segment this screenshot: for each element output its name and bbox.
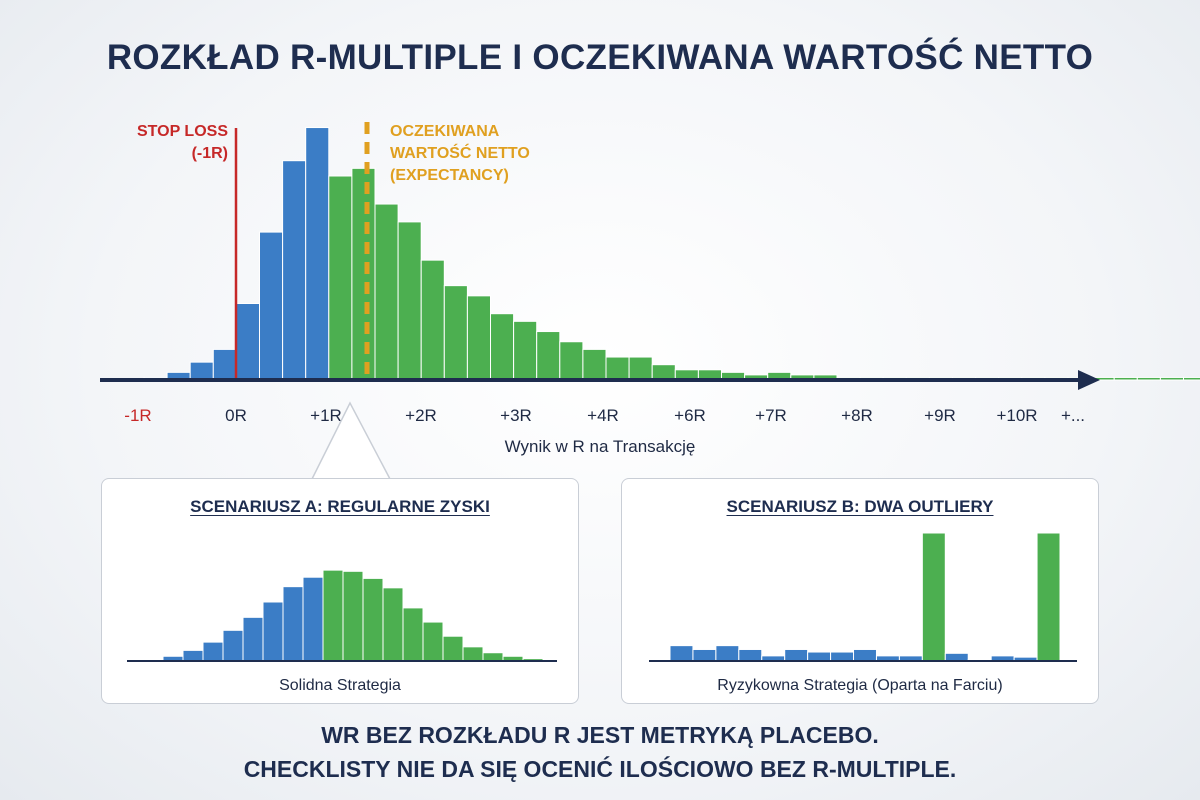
panel-bar-17 (462, 646, 484, 662)
scenario-b-title: SCENARIUSZ B: DWA OUTLIERY (726, 497, 994, 516)
panel-bar-1 (669, 645, 694, 662)
panel-bar-17 (1036, 532, 1061, 662)
panel-bar-16 (442, 635, 464, 662)
panel-bar-9 (302, 576, 324, 662)
histogram-bar-44 (1136, 376, 1161, 381)
panel-bar-8 (282, 586, 304, 662)
panel-bar-5 (222, 629, 244, 662)
expectancy-label: OCZEKIWANA WARTOŚĆ NETTO (EXPECTANCY) (390, 123, 530, 184)
histogram-bar-43 (1113, 376, 1138, 381)
tick-label: +8R (841, 406, 873, 425)
histogram-bar-17 (513, 320, 538, 381)
tick-label: 0R (225, 406, 247, 425)
panel-bar-7 (807, 651, 832, 662)
scenario-a-histogram (127, 569, 557, 662)
histogram-bar-6 (259, 231, 284, 381)
panel-bar-9 (853, 648, 877, 662)
panel-bar-18 (482, 652, 504, 662)
histogram-bar-46 (1183, 376, 1200, 381)
tick-label: +... (1061, 406, 1085, 425)
panel-bar-4 (202, 641, 224, 662)
histogram-bar-9 (328, 175, 353, 381)
histogram-bar-5 (235, 303, 260, 381)
panel-bar-4 (738, 648, 763, 662)
scenario-a-caption: Solidna Strategia (279, 677, 401, 694)
tick-label: +2R (405, 406, 437, 425)
panel-bar-15 (422, 621, 444, 662)
footer-line-1: WR BEZ ROZKŁADU R JEST METRYKĄ PLACEBO. (321, 722, 879, 748)
tick-label: +1R (310, 406, 342, 425)
panel-bar-12 (362, 577, 384, 662)
panel-bar-11 (342, 570, 364, 662)
panel-bar-10 (322, 569, 344, 662)
histogram-bar-10 (351, 167, 376, 381)
histogram-bar-19 (559, 341, 584, 381)
panel-bar-6 (242, 616, 264, 662)
panel-bar-12 (921, 532, 946, 662)
panel-bar-3 (182, 649, 204, 662)
panel-bar-2 (692, 648, 717, 662)
scenario-b-caption: Ryzykowna Strategia (Oparta na Farciu) (717, 677, 1003, 694)
histogram-bar-18 (536, 331, 561, 381)
tick-label: +10R (996, 406, 1037, 425)
tick-label: +9R (924, 406, 956, 425)
histogram-bar-4 (212, 348, 237, 381)
panel-bar-8 (830, 651, 855, 662)
histogram-bar-3 (189, 361, 214, 381)
histogram-bar-23 (651, 364, 676, 381)
histogram-bar-11 (374, 203, 399, 381)
tick-label: +6R (674, 406, 706, 425)
scenario-b-histogram (649, 532, 1077, 662)
panel-bar-13 (382, 587, 404, 662)
footer-line-2: CHECKLISTY NIE DA SIĘ OCENIĆ ILOŚCIOWO B… (243, 756, 957, 782)
histogram-bar-22 (628, 356, 653, 381)
panel-bar-14 (402, 607, 424, 662)
scenario-a-title: SCENARIUSZ A: REGULARNE ZYSKI (190, 497, 490, 516)
histogram-bar-16 (490, 313, 515, 381)
x-axis-arrow-icon (1078, 370, 1100, 390)
tick-label: -1R (124, 406, 151, 425)
stop-loss-label: STOP LOSS (-1R) (137, 123, 228, 162)
histogram-bar-45 (1159, 376, 1185, 381)
x-axis-label: Wynik w R na Transakcję (505, 437, 696, 456)
histogram-bar-8 (305, 127, 330, 381)
tick-label: +3R (500, 406, 532, 425)
tick-label: +4R (587, 406, 619, 425)
panel-bar-3 (715, 645, 740, 662)
histogram-bar-13 (420, 259, 445, 381)
panel-bar-6 (784, 648, 809, 662)
histogram-bar-7 (282, 160, 307, 381)
histogram-bar-14 (443, 285, 468, 381)
main-histogram: STOP LOSS (-1R) OCZEKIWANA WARTOŚĆ NETTO (EX… (100, 122, 1200, 456)
histogram-bar-12 (397, 221, 422, 381)
histogram-bar-20 (582, 348, 607, 381)
scenario-a-panel: SCENARIUSZ A: REGULARNE ZYSKI Solidna St… (101, 478, 579, 704)
scenario-b-panel: SCENARIUSZ B: DWA OUTLIERY Ryzykowna Str… (621, 478, 1099, 704)
histogram-bar-15 (466, 295, 491, 381)
panel-bar-7 (262, 601, 284, 662)
page-title: ROZKŁAD R-MULTIPLE I OCZEKIWANA WARTOŚĆ … (106, 38, 1094, 77)
tick-label: +7R (755, 406, 787, 425)
panel-bar-13 (944, 652, 969, 662)
histogram-bar-21 (605, 356, 630, 381)
